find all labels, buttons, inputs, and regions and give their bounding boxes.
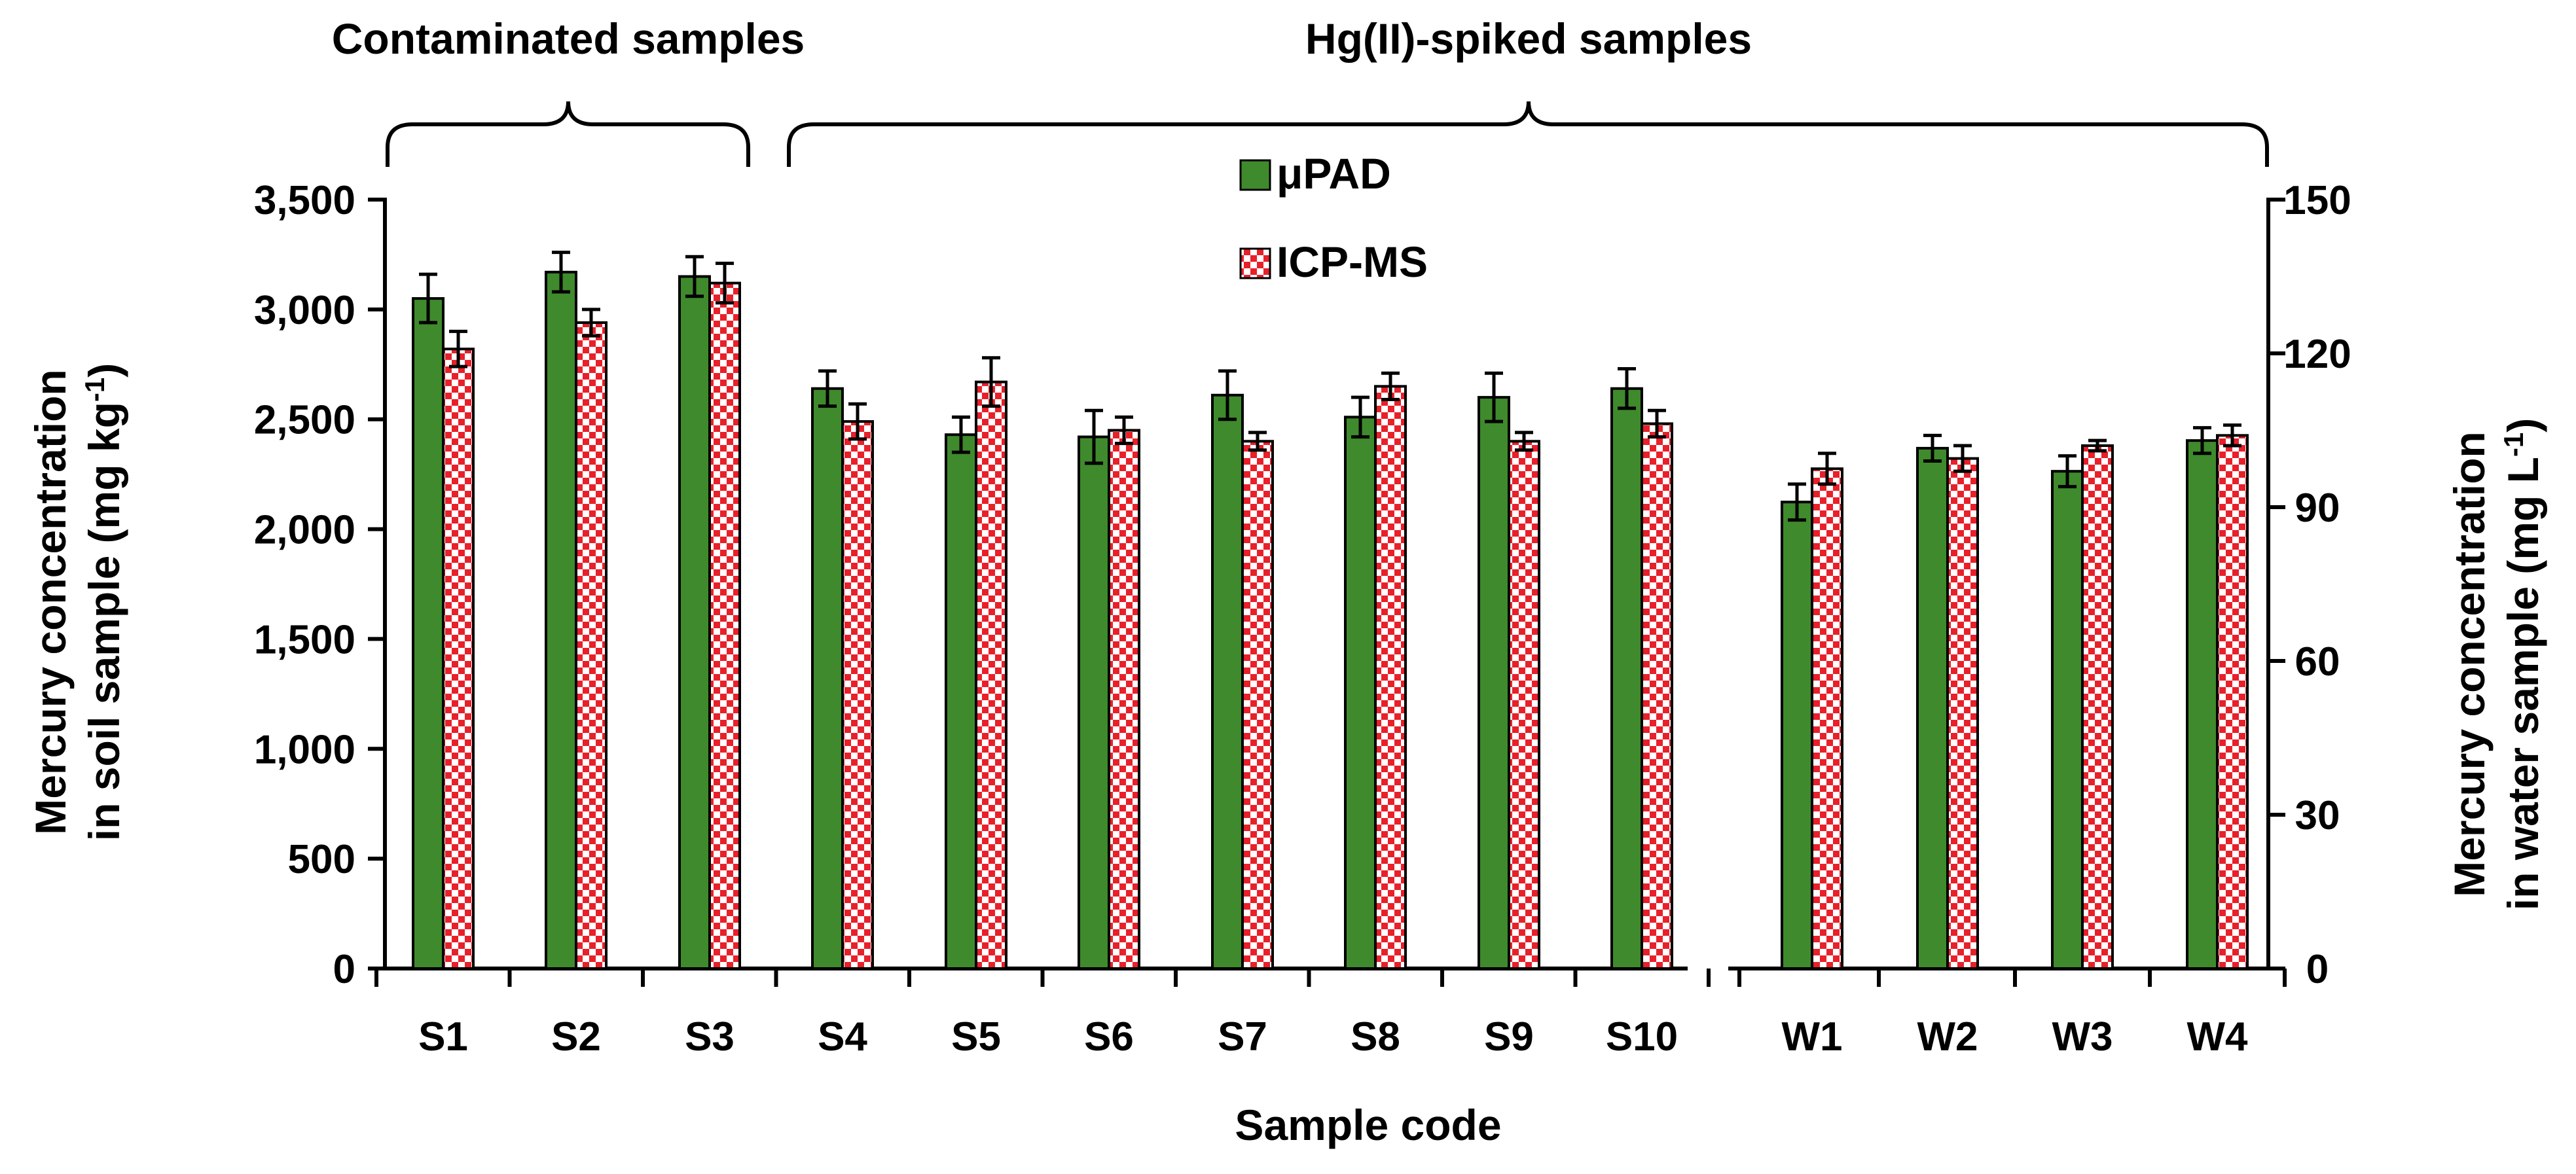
bars xyxy=(412,251,2249,970)
x-axis-title: Sample code xyxy=(1235,1101,1501,1149)
bar-icpms xyxy=(442,347,475,970)
left-tick-label: 2,500 xyxy=(254,398,355,443)
legend: μPAD ICP-MS xyxy=(1239,149,1428,286)
legend-label-upad: μPAD xyxy=(1277,149,1391,198)
left-axis-title-prefix: in soil sample (mg kg xyxy=(80,402,128,841)
bar-upad xyxy=(1478,396,1510,970)
x-tick-label: W4 xyxy=(2187,1014,2249,1059)
legend-swatch-upad xyxy=(1239,159,1271,191)
x-tick-label: W1 xyxy=(1782,1014,1843,1059)
x-tick-label: S7 xyxy=(1218,1014,1267,1059)
bar-icpms xyxy=(575,321,608,970)
bar-upad xyxy=(1078,435,1110,970)
left-tick-label: 3,500 xyxy=(254,178,355,223)
axes: 0 500 1,000 1,500 2,000 2,500 3,000 3,500 0 30 60… xyxy=(254,178,2351,1059)
x-tick-label: S2 xyxy=(551,1014,601,1059)
x-tick-label: S5 xyxy=(951,1014,1001,1059)
x-tick-label: S9 xyxy=(1484,1014,1534,1059)
legend-swatch-icpms xyxy=(1239,247,1271,279)
right-axis-title-suffix: ) xyxy=(2499,418,2547,433)
bar-upad xyxy=(1344,416,1377,970)
x-tick-label: S4 xyxy=(818,1014,867,1059)
left-axis-title-suffix: ) xyxy=(80,363,128,378)
bar-icpms xyxy=(1508,440,1540,970)
x-tick-label: W2 xyxy=(1917,1014,1978,1059)
bar-icpms xyxy=(1241,440,1274,970)
bar-icpms xyxy=(1374,385,1407,970)
x-tick-label: W3 xyxy=(2052,1014,2113,1059)
bar-icpms xyxy=(1108,429,1140,970)
bar-upad xyxy=(1781,501,1813,970)
right-tick-label: 90 xyxy=(2295,486,2340,531)
bar-upad xyxy=(1916,446,1949,970)
bar-upad xyxy=(678,275,711,970)
bar-icpms xyxy=(975,380,1007,970)
left-tick-label: 1,500 xyxy=(254,617,355,662)
left-tick-label: 1,000 xyxy=(254,727,355,772)
left-tick-label: 0 xyxy=(333,947,355,992)
left-tick-label: 3,000 xyxy=(254,288,355,333)
bar-upad xyxy=(545,270,577,970)
right-tick-label: 60 xyxy=(2295,639,2340,685)
group-bracket-contaminated xyxy=(386,101,750,167)
group-bracket-spiked xyxy=(787,101,2269,167)
left-axis-title-line1: Mercury concentration xyxy=(26,369,75,835)
bar-icpms xyxy=(708,281,741,970)
left-axis-title-sup: -1 xyxy=(79,378,110,402)
bar-upad xyxy=(1211,393,1244,970)
bar-upad xyxy=(945,433,977,970)
right-axis-ticks: 0 30 60 90 120 150 xyxy=(2268,178,2351,992)
bar-upad xyxy=(811,387,844,970)
right-tick-label: 120 xyxy=(2283,332,2351,377)
x-tick-label: S6 xyxy=(1084,1014,1134,1059)
x-tick-label: S3 xyxy=(685,1014,735,1059)
bar-upad xyxy=(2051,470,2084,970)
group-label-contaminated: Contaminated samples xyxy=(332,14,805,63)
right-tick-label: 150 xyxy=(2283,178,2351,223)
right-tick-label: 30 xyxy=(2295,793,2340,838)
x-tick-label: S10 xyxy=(1606,1014,1678,1059)
right-axis-title-sup: -1 xyxy=(2498,433,2529,457)
bar-icpms xyxy=(1946,457,1979,970)
bar-upad xyxy=(2186,439,2219,970)
bar-icpms xyxy=(2216,434,2249,970)
left-axis-ticks: 0 500 1,000 1,500 2,000 2,500 3,000 3,500 xyxy=(254,178,385,992)
bar-upad xyxy=(412,297,444,970)
left-axis-title-line2: in soil sample (mg kg-1) xyxy=(79,363,129,842)
x-tick-label: S1 xyxy=(418,1014,468,1059)
bar-icpms xyxy=(1641,422,1673,970)
x-axis-ticks: S1 S2 S3 S4 S5 S6 S7 S8 S9 S10 W1 W2 W3 W4 xyxy=(374,969,2287,1059)
bar-icpms xyxy=(1811,467,1843,970)
group-label-spiked: Hg(II)-spiked samples xyxy=(1305,14,1752,63)
left-tick-label: 2,000 xyxy=(254,508,355,553)
bar-upad xyxy=(1610,387,1643,970)
x-tick-label: S8 xyxy=(1351,1014,1400,1059)
right-axis-title-prefix: in water sample (mg L xyxy=(2499,457,2547,910)
bar-icpms xyxy=(841,420,874,970)
right-axis-title-line1: Mercury concentration xyxy=(2445,431,2494,897)
group-annotations: Contaminated samples Hg(II)-spiked sampl… xyxy=(332,14,2269,167)
right-tick-label: 0 xyxy=(2306,947,2329,992)
bar-icpms xyxy=(2081,444,2114,970)
legend-label-icpms: ICP-MS xyxy=(1277,238,1428,286)
right-axis-title-line2: in water sample (mg L-1) xyxy=(2498,418,2548,911)
left-tick-label: 500 xyxy=(288,837,355,882)
